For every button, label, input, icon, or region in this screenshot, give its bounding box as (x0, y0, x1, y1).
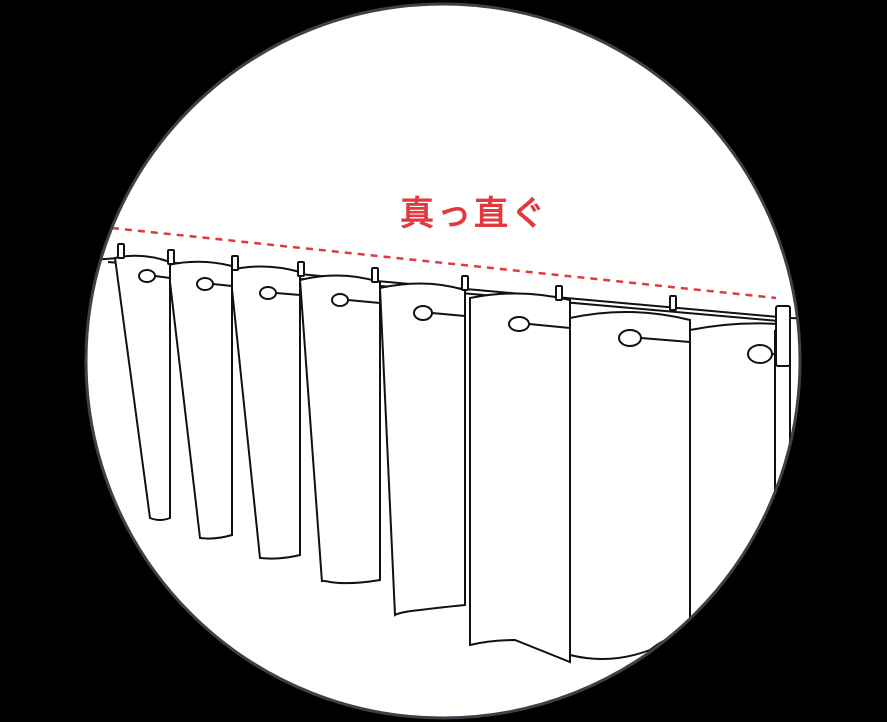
rod-hook (461, 275, 469, 291)
grommet-ring (259, 286, 277, 300)
grommet-ring (331, 293, 349, 307)
rod-segment (212, 283, 233, 287)
rod-segment (275, 292, 301, 296)
rod-segment (347, 299, 381, 304)
rod-hook (297, 261, 305, 277)
grommet-ring (618, 329, 642, 347)
grommet-rings (138, 269, 773, 364)
curtain-panel-6 (469, 292, 571, 664)
rod-segment (640, 337, 691, 343)
rod-hook (555, 285, 563, 301)
straight-label: 真っ直ぐ (400, 194, 548, 234)
curtain-panel-1 (113, 254, 171, 521)
rod-hook (371, 267, 379, 283)
curtain-panel-3 (228, 265, 301, 560)
rod-hooks (117, 243, 791, 367)
curtain-scene (86, 243, 800, 664)
grommet-ring (508, 316, 530, 332)
rod-end-bracket (775, 305, 791, 367)
curtain-panel-5 (378, 282, 466, 617)
rod-hook (167, 249, 175, 265)
grommet-ring (747, 344, 773, 364)
grommet-ring (413, 305, 433, 321)
curtain-panel-7 (569, 311, 691, 660)
rod-hook (117, 243, 125, 259)
rod-hook (669, 295, 677, 311)
rod-segment (154, 275, 171, 279)
rod-segment (528, 323, 571, 329)
curtain-panel-4 (298, 274, 381, 585)
rod-segment (431, 312, 466, 317)
grommet-ring (138, 269, 156, 283)
curtain-panel-2 (166, 260, 233, 540)
vignette-border (84, 2, 802, 720)
curtain-panel-8 (689, 322, 791, 627)
rod-hook (231, 255, 239, 271)
grommet-ring (196, 277, 214, 291)
